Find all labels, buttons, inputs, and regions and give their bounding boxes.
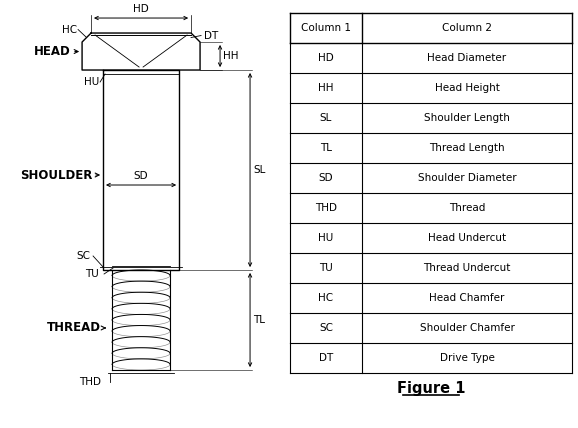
Text: SL: SL (253, 165, 265, 175)
Text: Thread Undercut: Thread Undercut (423, 263, 511, 273)
Text: Thread: Thread (449, 203, 485, 213)
Text: HU: HU (318, 233, 334, 243)
Text: Head Height: Head Height (435, 83, 499, 93)
Text: Figure 1: Figure 1 (397, 381, 465, 396)
Text: Drive Type: Drive Type (440, 353, 494, 363)
Text: Column 2: Column 2 (442, 23, 492, 33)
Text: Head Undercut: Head Undercut (428, 233, 506, 243)
Text: TU: TU (86, 269, 99, 279)
Text: HEAD: HEAD (34, 45, 71, 58)
Text: HC: HC (62, 24, 77, 35)
Text: Shoulder Chamfer: Shoulder Chamfer (420, 323, 514, 333)
Text: Shoulder Diameter: Shoulder Diameter (418, 173, 516, 183)
Text: SL: SL (320, 113, 332, 123)
Text: TL: TL (253, 315, 265, 325)
Text: HD: HD (133, 4, 149, 14)
Text: TU: TU (319, 263, 333, 273)
Text: Head Diameter: Head Diameter (428, 53, 506, 63)
Text: SD: SD (134, 171, 149, 181)
Text: Head Chamfer: Head Chamfer (429, 293, 505, 303)
Text: TL: TL (320, 143, 332, 153)
Text: DT: DT (204, 30, 218, 41)
Text: HH: HH (223, 51, 239, 61)
Text: THREAD: THREAD (47, 321, 101, 335)
Text: THD: THD (79, 377, 101, 387)
Text: SC: SC (76, 251, 90, 261)
Text: SD: SD (318, 173, 334, 183)
Text: HU: HU (84, 77, 99, 87)
Text: HH: HH (318, 83, 334, 93)
Text: SHOULDER: SHOULDER (20, 169, 92, 181)
Text: DT: DT (319, 353, 333, 363)
Text: Column 1: Column 1 (301, 23, 351, 33)
Text: THD: THD (315, 203, 337, 213)
Text: Shoulder Length: Shoulder Length (424, 113, 510, 123)
Text: HC: HC (318, 293, 334, 303)
Text: Thread Length: Thread Length (429, 143, 505, 153)
Text: SC: SC (319, 323, 333, 333)
Text: HD: HD (318, 53, 334, 63)
